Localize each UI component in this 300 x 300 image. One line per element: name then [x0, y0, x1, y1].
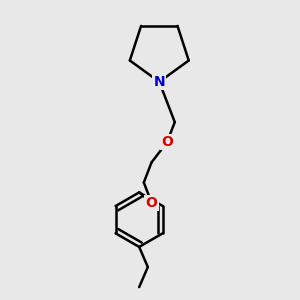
Text: N: N: [154, 75, 165, 89]
Text: O: O: [146, 196, 158, 210]
Text: O: O: [161, 135, 173, 149]
